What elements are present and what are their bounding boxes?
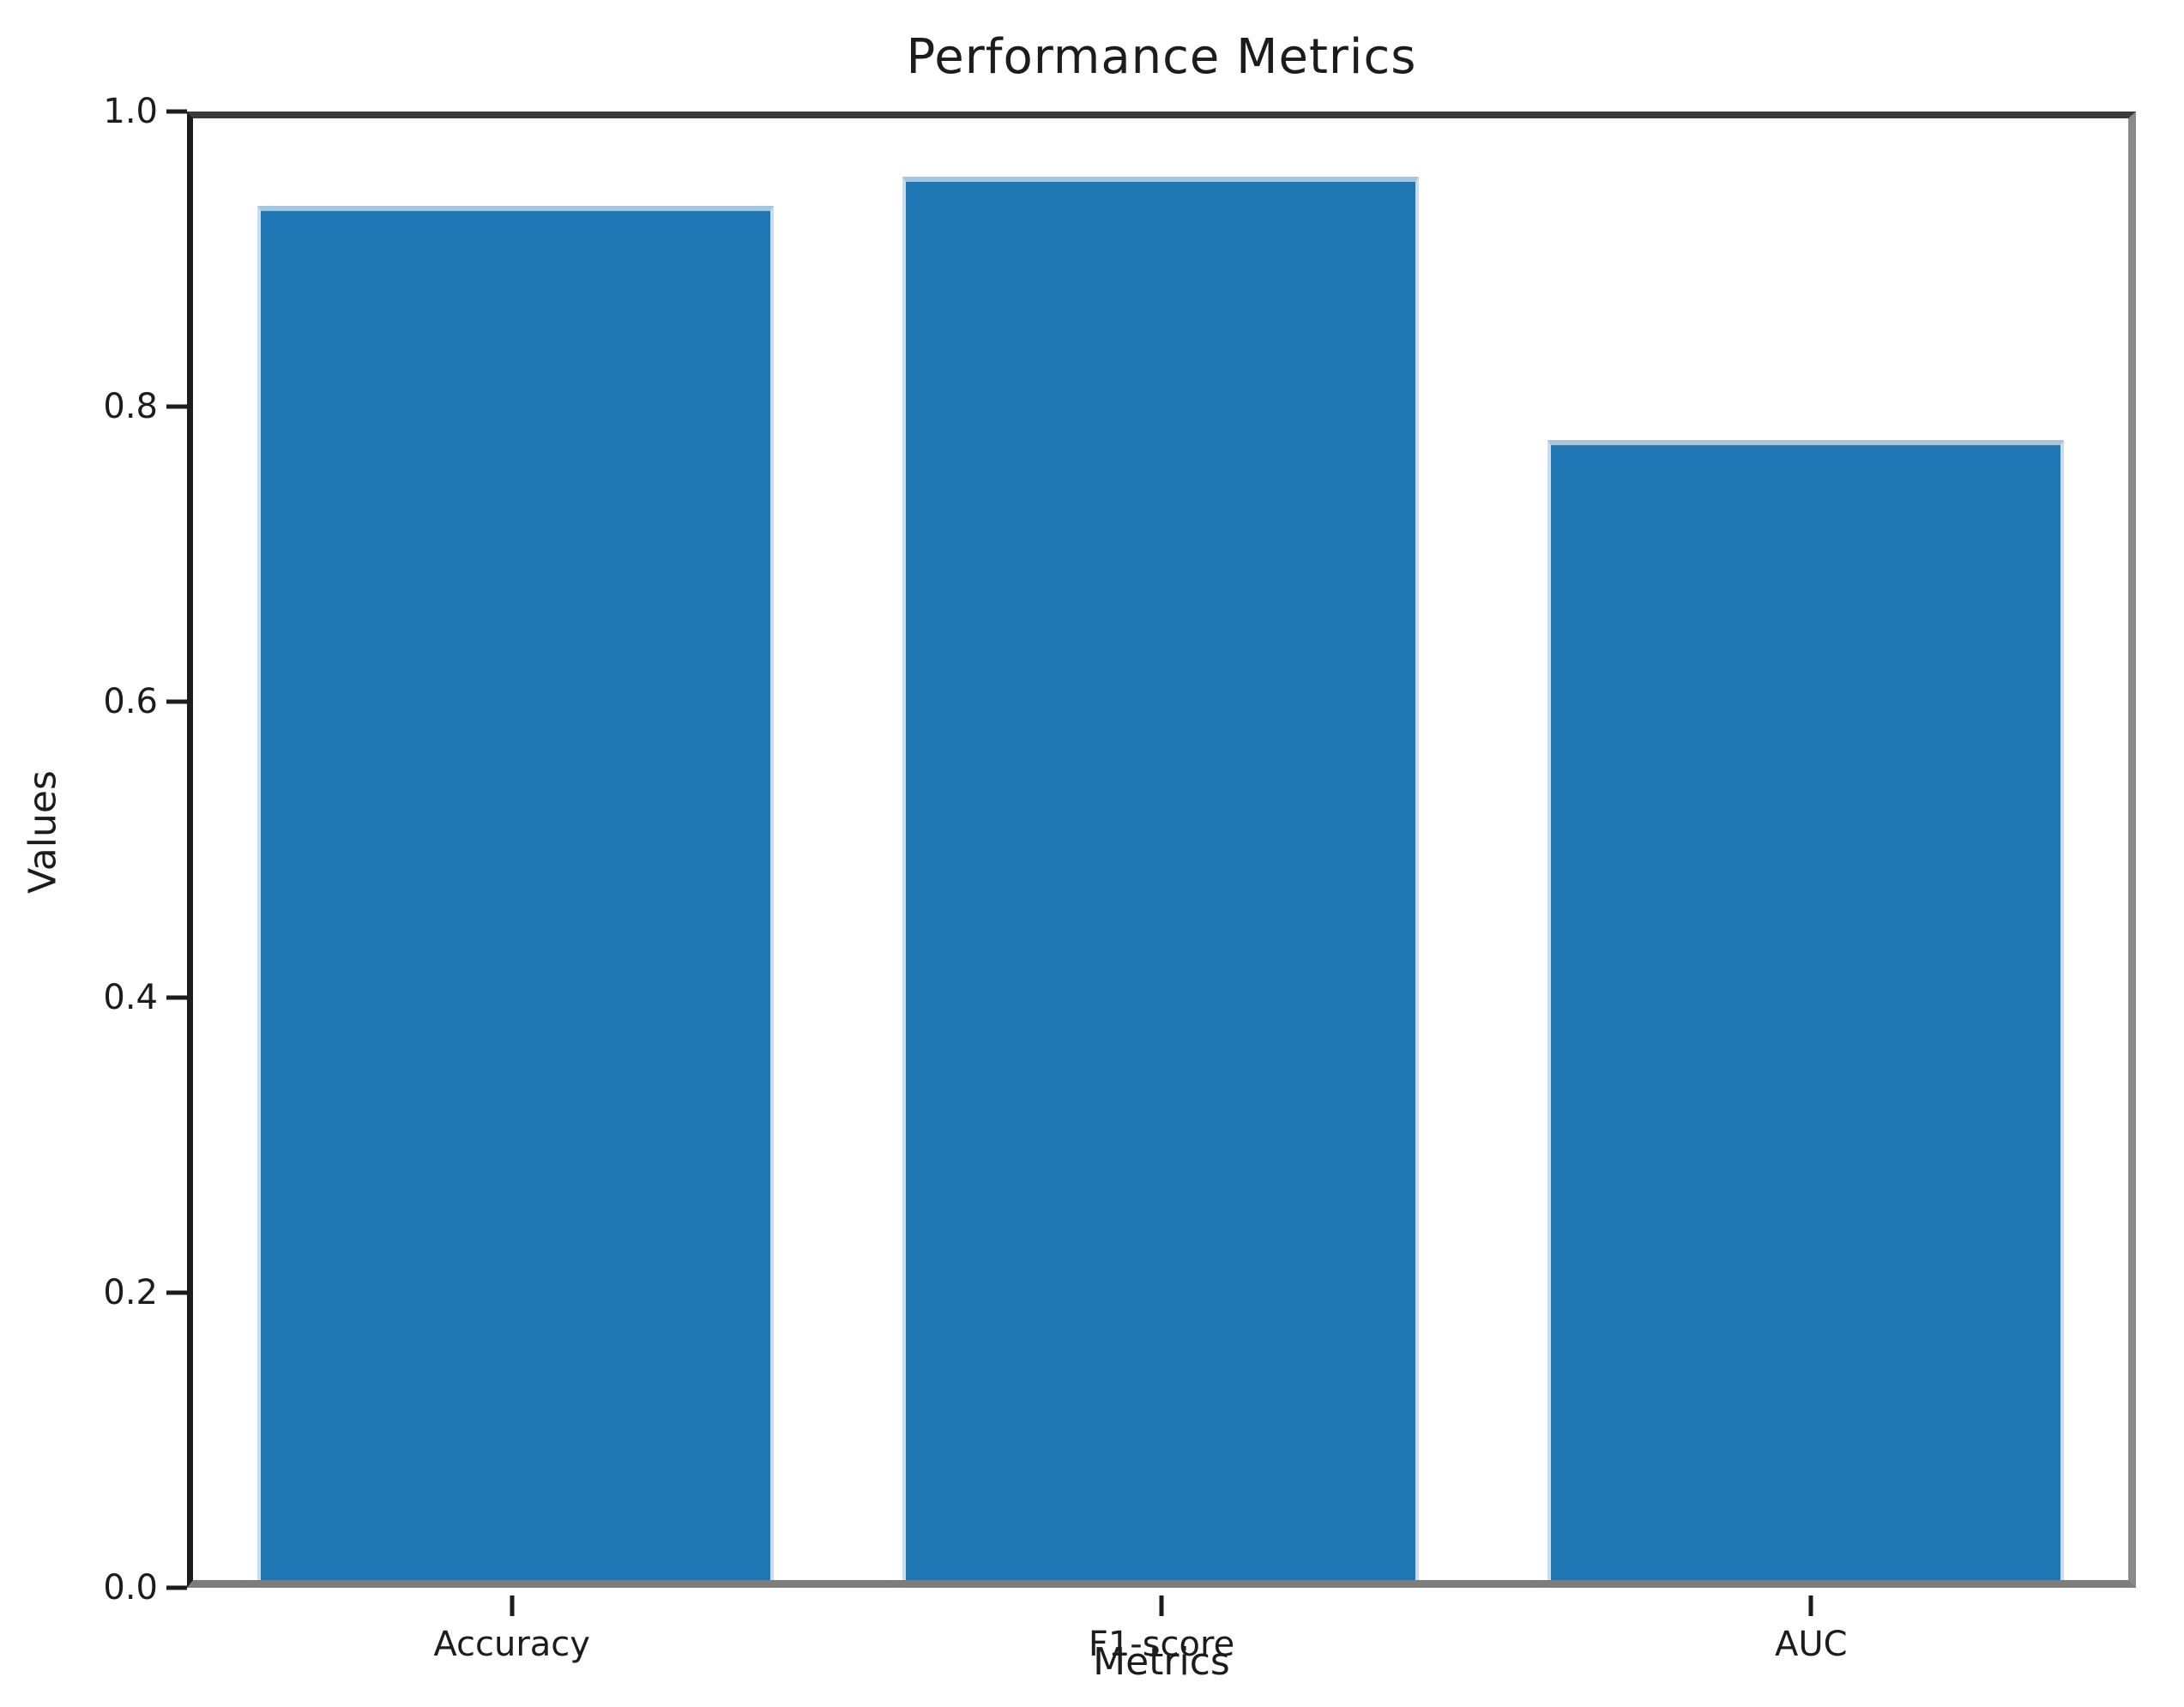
y-tick-label: 0.8 bbox=[103, 387, 158, 427]
y-tick-label: 1.0 bbox=[103, 92, 158, 131]
x-axis-label: Metrics bbox=[1093, 1640, 1230, 1684]
x-tick-mark bbox=[1159, 1595, 1164, 1616]
plot-area bbox=[187, 112, 2136, 1588]
x-tick-mark bbox=[1808, 1595, 1813, 1616]
x-tick-label-accuracy: Accuracy bbox=[433, 1625, 590, 1664]
bar-accuracy bbox=[257, 206, 774, 1580]
x-axis-ticks: Accuracy F1-score AUC bbox=[187, 1595, 2136, 1707]
y-tick-mark bbox=[166, 1290, 187, 1295]
y-tick-mark bbox=[166, 1585, 187, 1590]
y-tick-mark bbox=[166, 109, 187, 114]
y-tick-label: 0.0 bbox=[103, 1568, 158, 1607]
y-tick-mark bbox=[166, 404, 187, 409]
x-tick-label-f1-score: F1-score bbox=[1088, 1625, 1235, 1664]
x-tick-label-auc: AUC bbox=[1775, 1625, 1848, 1664]
y-axis-ticks: 0.0 0.2 0.4 0.6 0.8 1.0 bbox=[0, 92, 187, 1607]
bar-f1-score bbox=[902, 177, 1419, 1580]
y-tick-mark bbox=[166, 995, 187, 1000]
chart-title: Performance Metrics bbox=[906, 29, 1417, 85]
x-tick-mark bbox=[510, 1595, 515, 1616]
y-tick-label: 0.4 bbox=[103, 977, 158, 1017]
bar-auc bbox=[1548, 439, 2064, 1580]
y-tick-mark bbox=[166, 699, 187, 704]
y-tick-label: 0.6 bbox=[103, 682, 158, 722]
y-tick-label: 0.2 bbox=[103, 1272, 158, 1312]
